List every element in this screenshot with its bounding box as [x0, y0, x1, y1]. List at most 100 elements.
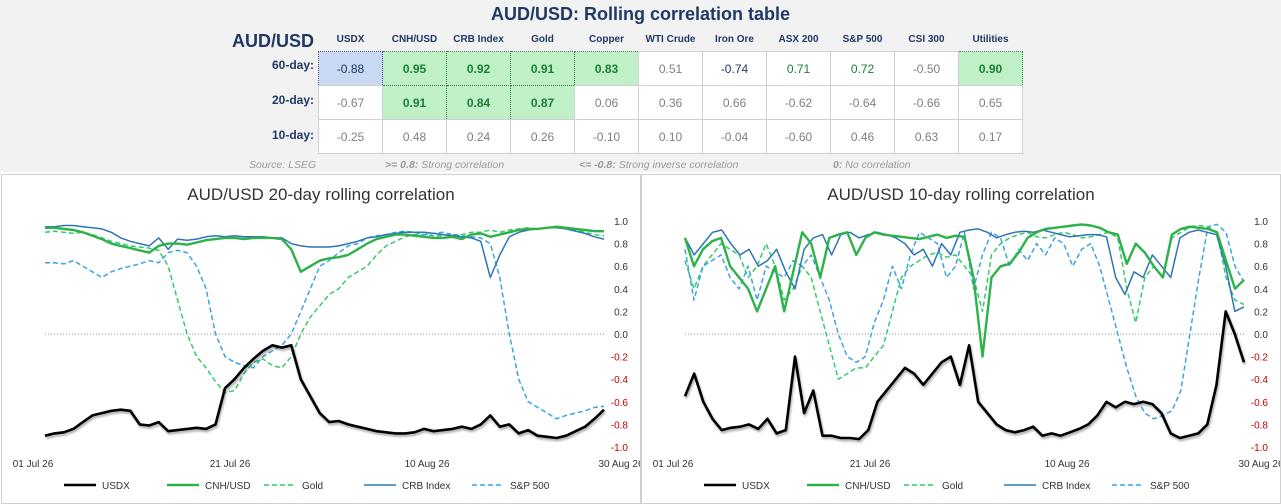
table-cell: 0.92 — [446, 51, 511, 86]
source-note: Source: LSEG — [249, 159, 317, 171]
table-cell: 0.91 — [510, 51, 575, 86]
legend-inverse: <= -0.8: Strong inverse correlation — [579, 159, 739, 171]
table-cell: -0.67 — [318, 85, 383, 120]
chart-plot: 1.0 0.8 0.6 0.4 0.2 0.0 -0.2 -0.4 -0.6 -0.8 -1.0 01… — [13, 217, 640, 492]
legend-item: CNH/USD — [167, 481, 251, 492]
x-tick-label: 01 Jul 26 — [13, 459, 54, 470]
y-tick-label: -1.0 — [1251, 443, 1269, 454]
x-tick-label: 10 Aug 26 — [1044, 459, 1089, 470]
pair-label: AUD/USD — [232, 31, 315, 51]
chart-plot: 1.0 0.8 0.6 0.4 0.2 0.0 -0.2 -0.4 -0.6 -0.8 -1.0 01… — [653, 217, 1280, 492]
legend-label: S&P 500 — [1150, 481, 1190, 492]
legend-label: USDX — [742, 481, 770, 492]
table-cell: -0.10 — [574, 119, 639, 154]
table-cell: 0.63 — [894, 119, 959, 154]
table-cell: 0.46 — [830, 119, 895, 154]
legend-strong: >= 0.8: Strong correlation — [385, 159, 505, 171]
legend-item: CRB Index — [1004, 481, 1090, 492]
y-tick-label: -0.8 — [611, 420, 629, 431]
legend-label: USDX — [102, 481, 130, 492]
y-tick-label: 0.6 — [614, 262, 628, 273]
x-tick-label: 10 Aug 26 — [404, 459, 449, 470]
series-line — [44, 225, 605, 394]
row-label: 20-day: — [271, 93, 314, 107]
legend-label: CRB Index — [1042, 481, 1090, 492]
y-tick-label: 0.0 — [1254, 330, 1268, 341]
series-line — [45, 230, 605, 420]
column-header: ASX 200 — [778, 33, 819, 45]
table-cell: 0.91 — [382, 85, 447, 120]
y-tick-label: 0.4 — [614, 285, 628, 296]
column-header: CSI 300 — [908, 33, 945, 45]
legend-label: Gold — [942, 481, 963, 492]
table-cell: 0.95 — [382, 51, 447, 86]
series-line — [684, 228, 1245, 313]
table-cell: -0.25 — [318, 119, 383, 154]
series-line — [44, 344, 605, 440]
series-line — [45, 224, 605, 279]
legend-item: Gold — [904, 481, 963, 492]
table-row: -0.67 0.91 0.84 0.87 0.06 0.36 0.66 -0.62 -0.64-… — [318, 85, 1023, 120]
legend-item: Gold — [264, 481, 323, 492]
legend-item: S&P 500 — [1112, 481, 1190, 492]
row-label: 60-day: — [271, 58, 314, 72]
y-tick-label: 0.0 — [614, 330, 628, 341]
table-cell: 0.84 — [446, 85, 511, 120]
y-tick-label: -0.4 — [611, 375, 629, 386]
chart-title: AUD/USD 10-day rolling correlation — [827, 185, 1095, 204]
y-tick-label: 0.4 — [1254, 285, 1268, 296]
y-tick-label: -0.4 — [1251, 375, 1269, 386]
column-header: S&P 500 — [842, 33, 883, 45]
table-cell: -0.04 — [702, 119, 767, 154]
table-header-row: USDX CNH/USD CRB Index Gold Copper WTI Crude I… — [319, 27, 1023, 52]
column-header: CNH/USD — [391, 33, 438, 45]
y-tick-label: 0.2 — [1254, 307, 1268, 318]
x-tick-label: 01 Jul 26 — [653, 459, 694, 470]
y-tick-label: -0.6 — [611, 398, 629, 409]
table-cell: 0.65 — [958, 85, 1023, 120]
table-cell: 0.17 — [958, 119, 1023, 154]
column-header: Copper — [589, 33, 624, 45]
column-header: Utilities — [972, 33, 1009, 45]
table-cell: -0.60 — [766, 119, 831, 154]
table-cell: -0.62 — [766, 85, 831, 120]
column-header: WTI Crude — [645, 33, 696, 45]
legend-label: Gold — [302, 481, 323, 492]
y-tick-label: 1.0 — [1254, 217, 1268, 228]
x-tick-label: 21 Jul 26 — [210, 459, 251, 470]
y-tick-label: 0.2 — [614, 307, 628, 318]
table-cell: 0.66 — [702, 85, 767, 120]
y-tick-label: 0.8 — [614, 240, 628, 251]
legend-item: USDX — [704, 481, 770, 492]
page-title: AUD/USD: Rolling correlation table — [490, 4, 791, 24]
y-tick-label: -1.0 — [611, 443, 629, 454]
table-cell: -0.74 — [702, 51, 767, 86]
x-tick-label: 30 Aug 26 — [598, 459, 640, 470]
table-cell: 0.10 — [638, 119, 703, 154]
y-tick-label: 1.0 — [614, 217, 628, 228]
table-row: -0.25 0.48 0.24 0.26 -0.10 0.10 -0.04 -0.60 0.46… — [318, 119, 1023, 154]
table-cell: 0.36 — [638, 85, 703, 120]
table-cell: 0.48 — [382, 119, 447, 154]
legend-item: CRB Index — [364, 481, 450, 492]
table-cell: 0.71 — [766, 51, 831, 86]
legend-item: USDX — [64, 481, 130, 492]
table-cell: 0.06 — [574, 85, 639, 120]
series-line — [683, 310, 1246, 441]
table-cell: -0.64 — [830, 85, 895, 120]
table-cell: 0.26 — [510, 119, 575, 154]
table-cell: 0.90 — [958, 51, 1023, 86]
table-row: -0.88 0.95 0.92 0.91 0.83 0.51 -0.74 0.71 0.72 -0… — [318, 51, 1023, 86]
table-cell: 0.72 — [830, 51, 895, 86]
legend-label: CNH/USD — [845, 481, 891, 492]
y-tick-label: -0.2 — [611, 353, 629, 364]
legend-label: S&P 500 — [510, 481, 550, 492]
table-cell: -0.66 — [894, 85, 959, 120]
chart-10day: AUD/USD 10-day rolling correlation 1.0 0.… — [641, 174, 1281, 504]
series-line — [684, 223, 1245, 420]
table-cell: 0.51 — [638, 51, 703, 86]
table-cell: 0.87 — [510, 85, 575, 120]
column-header: Iron Ore — [715, 33, 754, 45]
table-cell: -0.50 — [894, 51, 959, 86]
y-tick-label: 0.6 — [1254, 262, 1268, 273]
